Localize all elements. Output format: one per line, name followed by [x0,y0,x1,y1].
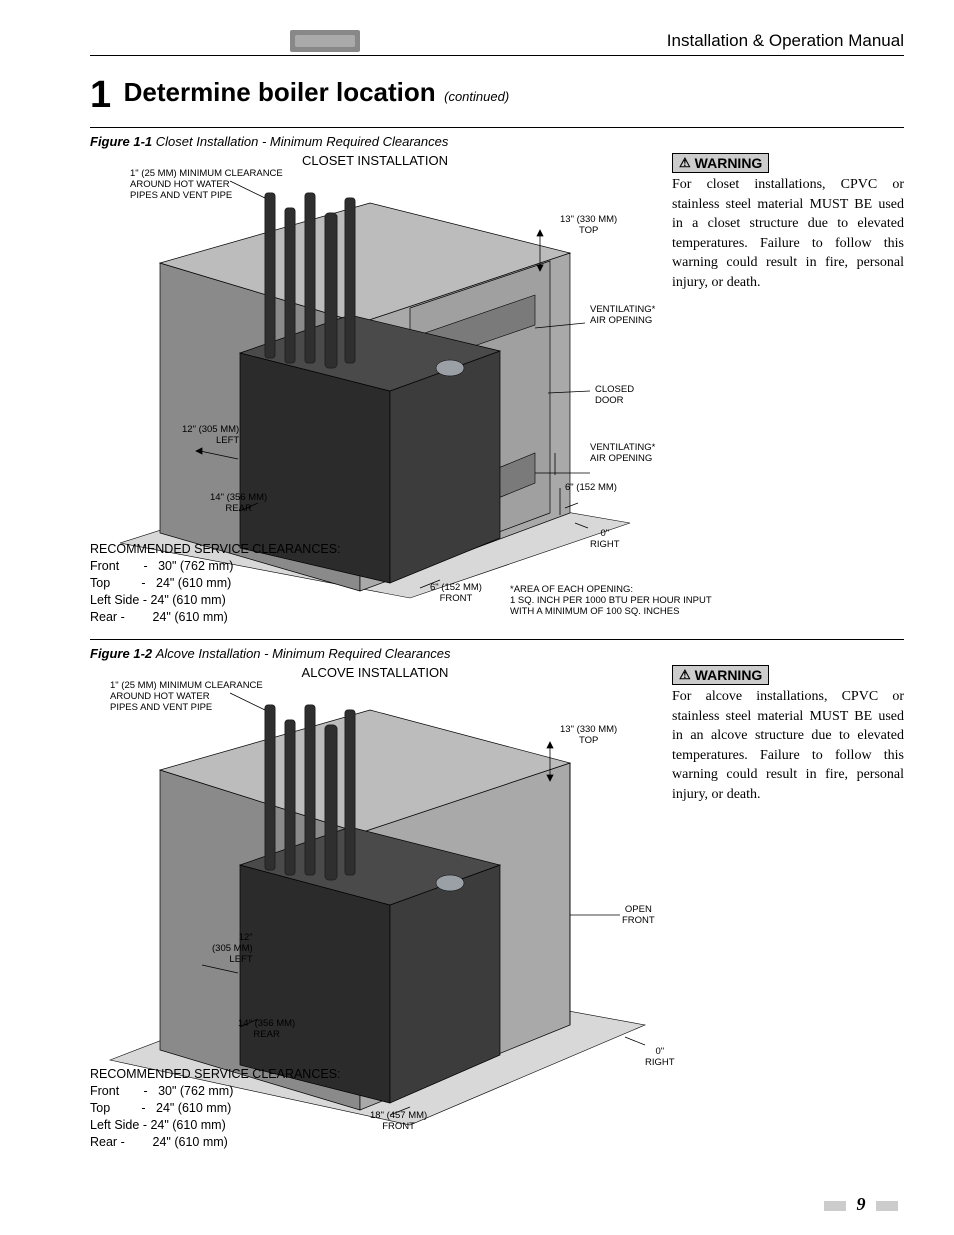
figure-caption-2: Figure 1-2 Alcove Installation - Minimum… [90,646,904,661]
callout-open-front: OPEN FRONT [622,905,655,927]
figure-desc-2: Alcove Installation - Minimum Required C… [156,646,451,661]
callout-front-1: 6" (152 MM) FRONT [430,583,482,605]
page-num-bar-right [876,1201,898,1211]
warning-text-1: For closet installations, CPVC or stainl… [672,175,904,293]
manual-title: Installation & Operation Manual [667,31,904,51]
figure-divider [90,639,904,640]
page-number: 9 [818,1194,904,1215]
section-number: 1 [90,74,111,116]
figure-1-diagram-area: CLOSET INSTALLATION [90,153,660,633]
page-header: Installation & Operation Manual [90,30,904,56]
callout-left-2: 12" (305 MM) LEFT [212,933,253,966]
service-table-2: Front - 30" (762 mm) Top - 24" (610 mm) … [90,1083,233,1151]
callout-rear-2: 14" (356 MM) REAR [238,1019,295,1041]
brand-logo [290,30,360,52]
callout-left-1: 12" (305 MM) LEFT [182,425,239,447]
service-table-1: Front - 30" (762 mm) Top - 24" (610 mm) … [90,558,233,626]
figure-2-diagram-area: ALCOVE INSTALLATION [90,665,660,1155]
callout-top-2: 13" (330 MM) TOP [560,725,617,747]
section-title: Determine boiler location [124,77,436,107]
callout-min-clearance-1: 1" (25 MM) MINIMUM CLEARANCE AROUND HOT … [130,169,283,202]
callout-min-clearance-2: 1" (25 MM) MINIMUM CLEARANCE AROUND HOT … [110,681,263,714]
figure-label-1: Figure 1-1 [90,134,152,149]
callout-top-1: 13" (330 MM) TOP [560,215,617,237]
continued-label: (continued) [444,89,509,104]
callout-vent-top: VENTILATING* AIR OPENING [590,305,655,327]
warning-box-1: ⚠ WARNING [672,153,769,173]
service-head-2: RECOMMENDED SERVICE CLEARANCES: [90,1067,341,1081]
figure-1-warning-col: ⚠ WARNING For closet installations, CPVC… [672,153,904,293]
figure-2-row: ALCOVE INSTALLATION [90,665,904,1155]
area-footnote: *AREA OF EACH OPENING: 1 SQ. INCH PER 10… [510,585,712,618]
page-number-value: 9 [857,1194,866,1214]
page-num-bar-left [824,1201,846,1211]
warning-box-2: ⚠ WARNING [672,665,769,685]
callout-rear-1: 14" (356 MM) REAR [210,493,267,515]
warning-icon: ⚠ [679,155,691,171]
warning-text-2: For alcove installations, CPVC or stainl… [672,687,904,805]
callout-vent-bot: VENTILATING* AIR OPENING [590,443,655,465]
figure-caption-1: Figure 1-1 Closet Installation - Minimum… [90,134,904,149]
section-heading: 1 Determine boiler location (continued) [90,74,904,117]
callout-closed-door: CLOSED DOOR [595,385,660,407]
warning-label-1: WARNING [695,155,763,171]
callout-right-2: 0" RIGHT [645,1047,675,1069]
callout-front-2: 18" (457 MM) FRONT [370,1111,427,1133]
service-head-1: RECOMMENDED SERVICE CLEARANCES: [90,542,341,556]
warning-icon: ⚠ [679,667,691,683]
figure-desc-1: Closet Installation - Minimum Required C… [156,134,449,149]
figure-label-2: Figure 1-2 [90,646,152,661]
section-rule [90,127,904,128]
callout-right-1: 0" RIGHT [590,529,620,551]
figure-1-row: CLOSET INSTALLATION [90,153,904,633]
warning-label-2: WARNING [695,667,763,683]
figure-2-warning-col: ⚠ WARNING For alcove installations, CPVC… [672,665,904,805]
callout-six: 6" (152 MM) [565,483,617,494]
